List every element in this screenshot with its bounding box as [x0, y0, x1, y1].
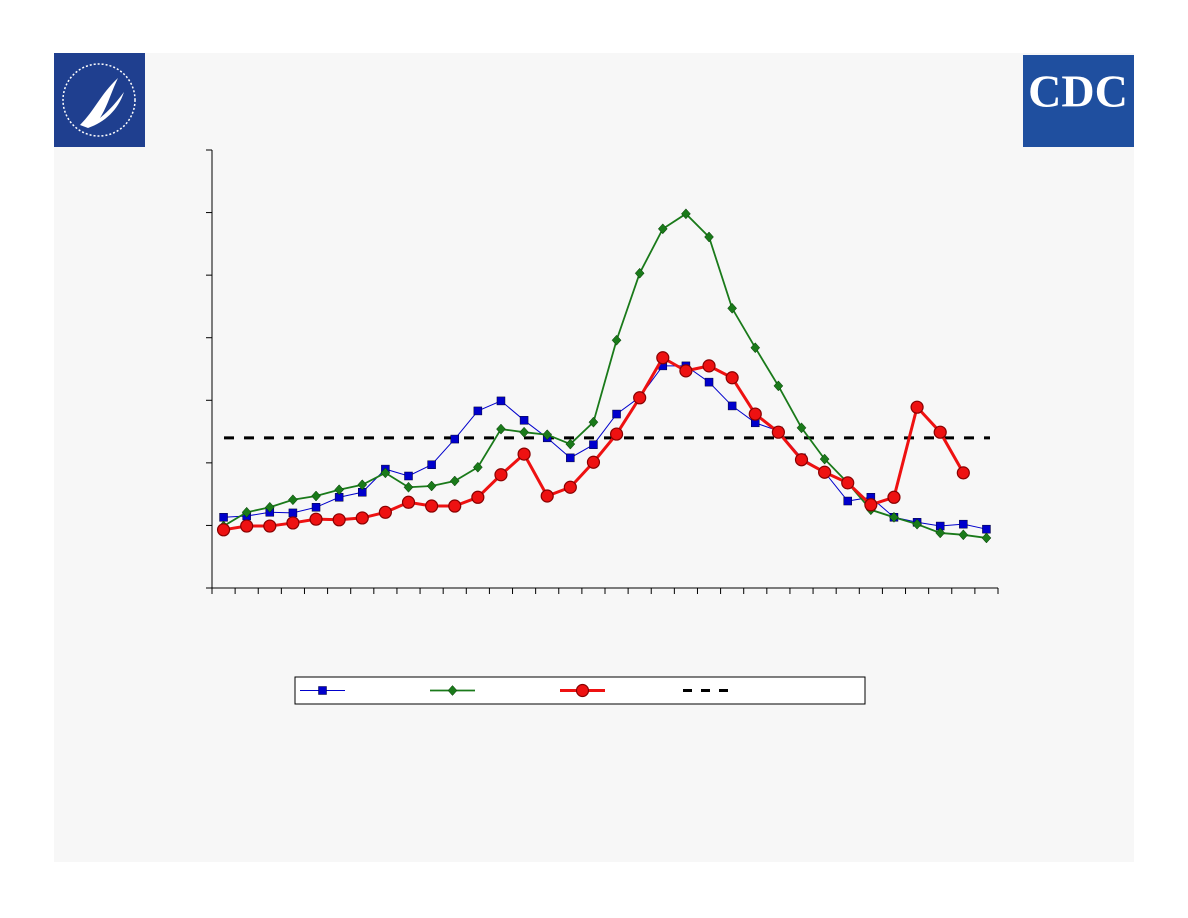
point — [240, 519, 254, 533]
point — [771, 425, 785, 439]
point — [681, 208, 691, 220]
point — [263, 519, 277, 533]
point — [819, 453, 830, 465]
point — [565, 438, 576, 450]
point — [956, 466, 970, 480]
point — [357, 479, 368, 491]
hhs-eagle — [80, 78, 124, 128]
point — [401, 495, 416, 509]
point — [958, 529, 969, 541]
point — [264, 501, 275, 513]
point — [448, 499, 462, 513]
hhs-logo — [54, 53, 145, 147]
point — [519, 416, 529, 425]
point — [656, 351, 670, 365]
point — [935, 527, 946, 539]
point — [889, 511, 899, 523]
legend-marker — [575, 683, 590, 698]
point — [843, 496, 852, 506]
point — [494, 468, 508, 482]
point — [219, 513, 228, 522]
point — [748, 407, 762, 421]
point — [727, 302, 737, 314]
point — [288, 508, 298, 518]
point — [311, 490, 321, 502]
point — [864, 498, 878, 512]
point — [704, 377, 714, 387]
point — [727, 401, 737, 411]
point — [657, 223, 668, 235]
point — [496, 423, 506, 435]
point — [773, 380, 784, 392]
point — [589, 440, 598, 449]
point — [378, 505, 392, 519]
point — [540, 489, 554, 503]
point — [910, 400, 924, 414]
cdc-logo: CDC — [1023, 55, 1134, 147]
point — [566, 453, 575, 463]
point — [380, 467, 391, 479]
point — [563, 480, 577, 494]
point — [588, 416, 599, 428]
point — [586, 455, 601, 469]
point — [288, 494, 298, 506]
point — [702, 359, 716, 373]
point — [750, 342, 761, 354]
point — [496, 396, 506, 406]
point — [403, 481, 414, 493]
point — [634, 267, 645, 279]
point — [725, 371, 739, 385]
point — [425, 499, 439, 513]
legend-marker — [318, 686, 327, 695]
point — [981, 532, 992, 544]
point — [818, 465, 832, 479]
point — [286, 516, 300, 530]
point — [933, 425, 947, 439]
plot — [206, 149, 999, 705]
point — [959, 519, 968, 529]
point — [704, 231, 714, 243]
point — [841, 476, 855, 490]
point — [982, 524, 991, 534]
point — [794, 453, 809, 467]
point — [332, 513, 346, 527]
point — [887, 490, 901, 504]
series-line — [223, 365, 987, 530]
point — [912, 518, 922, 530]
series-line — [223, 212, 987, 539]
cdc-logo-text: CDC — [1028, 66, 1128, 117]
point — [471, 490, 485, 504]
point — [334, 484, 344, 496]
point — [404, 471, 413, 481]
cdc-logo-bg — [1023, 55, 1134, 147]
point — [311, 503, 321, 512]
legend-marker — [447, 685, 458, 696]
point — [679, 364, 693, 378]
point — [309, 512, 323, 526]
point — [216, 523, 231, 537]
point — [427, 460, 436, 469]
point — [241, 506, 252, 518]
hhs-ring — [62, 63, 136, 137]
point — [609, 427, 624, 441]
point — [612, 409, 621, 419]
point — [542, 429, 553, 441]
point — [517, 447, 531, 461]
point — [796, 422, 807, 434]
point — [473, 461, 483, 473]
point — [426, 480, 437, 492]
point — [611, 334, 622, 346]
point — [473, 406, 483, 416]
point — [519, 426, 529, 438]
point — [449, 475, 460, 487]
point — [355, 511, 369, 525]
point — [633, 391, 647, 405]
point — [450, 434, 459, 444]
